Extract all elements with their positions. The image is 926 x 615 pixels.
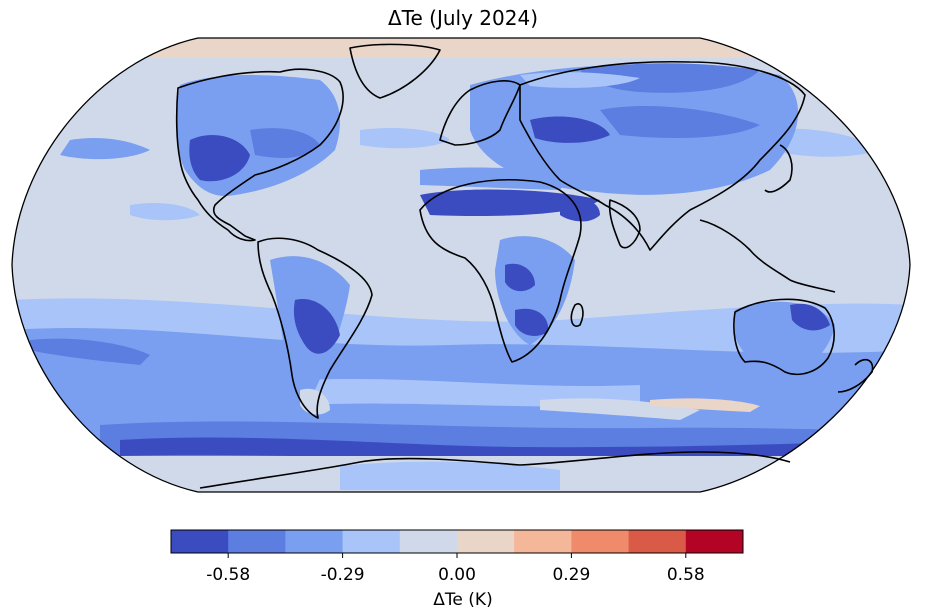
colorbar-tick-label: 0.00 [438, 565, 476, 585]
coast-asia [519, 60, 806, 251]
colorbar-segment [171, 530, 229, 553]
colorbar-segment [571, 530, 630, 553]
sahara-band [420, 189, 600, 217]
colorbar-segment [514, 530, 572, 553]
colorbar-label: ΔTe (K) [433, 590, 493, 610]
anomaly-field [12, 38, 910, 492]
colorbar-segment [342, 530, 401, 553]
colorbar-tick-label: 0.29 [552, 565, 591, 585]
coast-greenland [349, 43, 441, 99]
colorbar-tick-label: -0.29 [320, 565, 365, 585]
colorbar-tick-label: -0.58 [206, 565, 251, 585]
coast-north-america [175, 68, 344, 242]
coast-madagascar [570, 303, 584, 327]
arctic-warm-band [100, 38, 820, 58]
map-title: ΔTe (July 2024) [388, 6, 538, 30]
coast-antarctica [199, 451, 791, 489]
colorbar-segment [285, 530, 344, 553]
coast-africa [419, 179, 582, 363]
colorbar [170, 529, 744, 558]
antarctic-band-dark [120, 437, 910, 462]
colorbar-segment [399, 530, 458, 553]
coast-japan [764, 144, 793, 193]
colorbar-segment [685, 530, 744, 553]
colorbar-segment [628, 530, 687, 553]
colorbar-segment [228, 530, 286, 553]
coast-australia [733, 298, 835, 376]
coast-south-america [257, 237, 373, 419]
colorbar-segment [457, 530, 515, 553]
globe-outline [11, 37, 911, 493]
coastlines [175, 43, 874, 489]
colorbar-tick-label: 0.58 [666, 565, 705, 585]
coast-india [608, 199, 641, 249]
coast-se-asia [699, 219, 836, 293]
